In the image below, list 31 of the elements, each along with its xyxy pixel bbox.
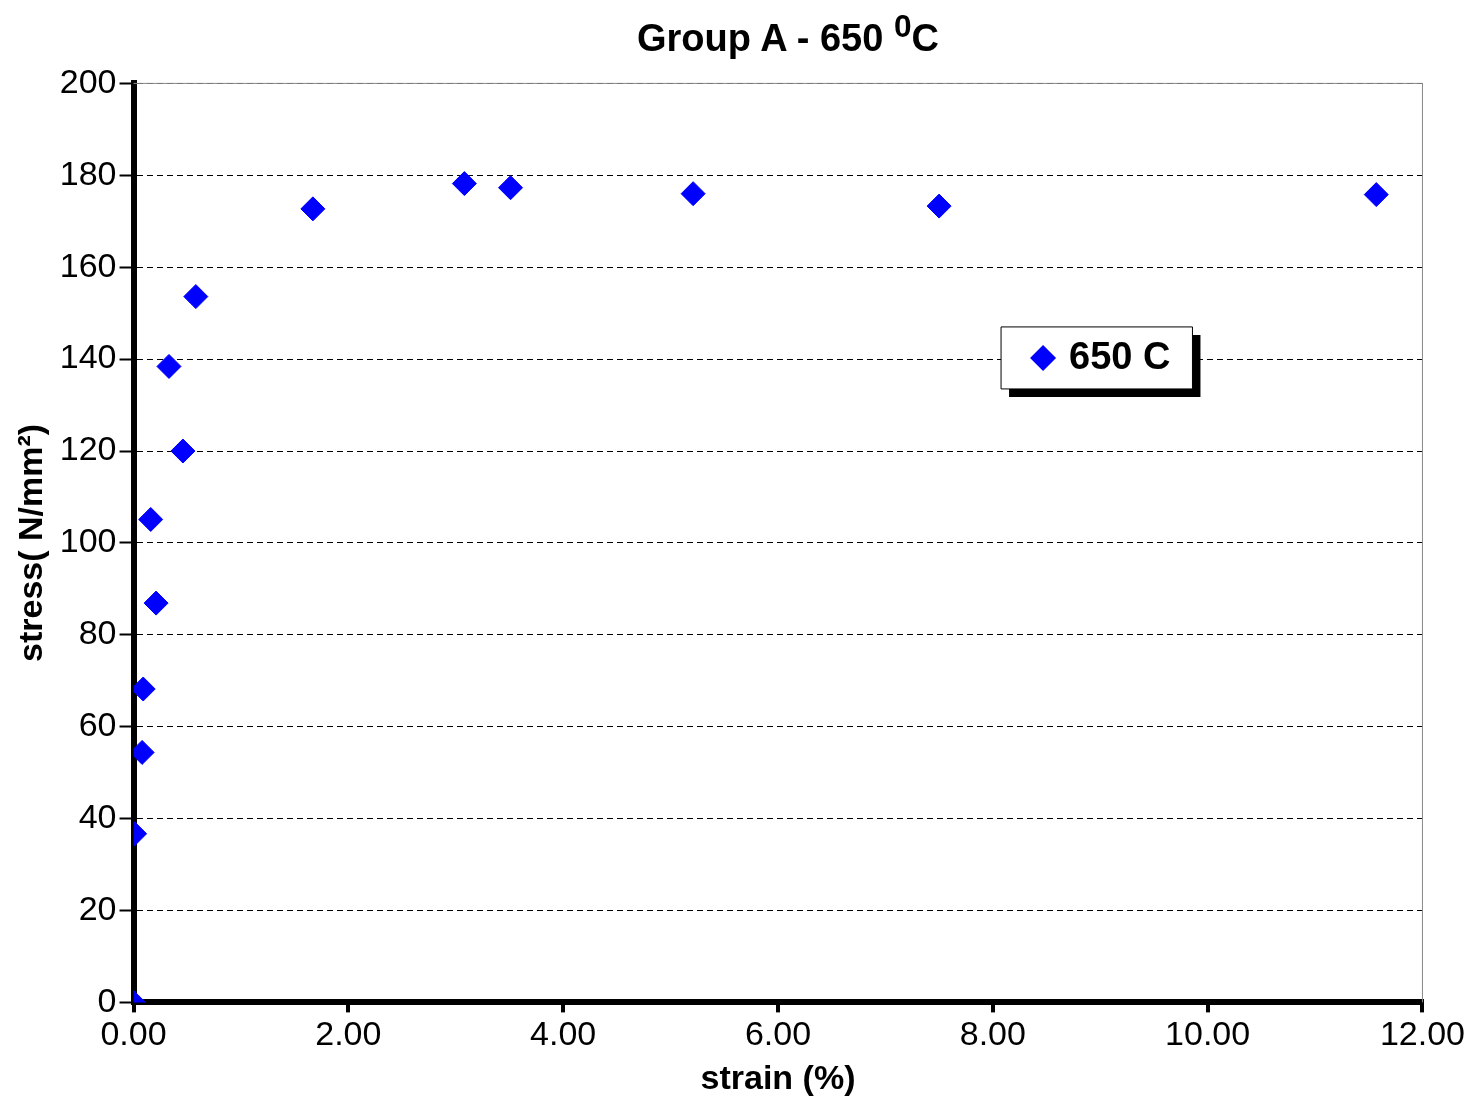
point — [138, 506, 164, 532]
y-axis-title: stress( N/mm²) — [10, 423, 49, 662]
y-tick-label: 140 — [59, 337, 117, 376]
y-tick-label: 160 — [59, 245, 117, 284]
y-tick-label: 100 — [59, 520, 117, 559]
point — [1363, 181, 1389, 207]
point — [680, 180, 706, 206]
y-tick-label: 120 — [59, 429, 117, 468]
point — [156, 353, 182, 379]
y-tick-label: 180 — [59, 153, 117, 192]
point — [183, 283, 209, 309]
x-tick-label: 12.00 — [1379, 1013, 1466, 1052]
chart-title: Group A - 650 $^{0}$C — [636, 8, 940, 60]
y-tick-label: 200 — [59, 61, 117, 100]
x-tick-label: 10.00 — [1165, 1013, 1251, 1052]
point — [498, 174, 524, 200]
point — [300, 196, 326, 221]
point — [143, 590, 169, 616]
point — [170, 438, 196, 464]
y-tick-label: 60 — [78, 704, 117, 743]
y-tick-label: 40 — [78, 796, 117, 835]
x-tick-label: 8.00 — [959, 1013, 1026, 1052]
x-tick-label: 2.00 — [315, 1013, 382, 1052]
y-tick-label: 20 — [78, 888, 117, 927]
point — [451, 170, 477, 196]
x-axis-title: strain (%) — [700, 1057, 856, 1096]
x-tick-label: 4.00 — [530, 1013, 597, 1052]
legend-label: 650 C — [1069, 335, 1171, 378]
x-tick-label: 6.00 — [744, 1013, 812, 1052]
point — [926, 193, 952, 219]
y-tick-label: 80 — [78, 612, 117, 651]
